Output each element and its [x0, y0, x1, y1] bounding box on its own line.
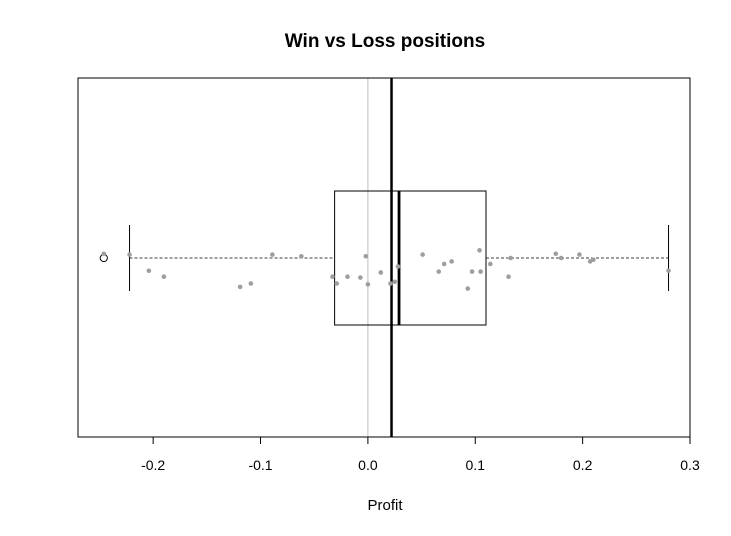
data-point: [395, 264, 401, 269]
data-point: [666, 268, 671, 274]
data-point: [358, 275, 363, 280]
iqr-box: [334, 190, 487, 326]
data-point: [334, 281, 340, 286]
data-point: [465, 286, 471, 291]
x-tick-label: -0.2: [141, 457, 165, 473]
data-point: [553, 251, 559, 257]
data-point: [449, 259, 454, 264]
data-point: [388, 281, 393, 286]
data-point: [392, 279, 398, 285]
plot-frame: [77, 77, 691, 438]
data-point: [478, 269, 483, 274]
data-point: [436, 269, 442, 274]
x-axis: -0.2 -0.1 0.0 0.1 0.2 0.3: [141, 436, 700, 473]
data-point: [591, 257, 596, 263]
data-point: [161, 274, 167, 280]
data-point: [363, 253, 369, 259]
data-point: [365, 282, 371, 287]
data-point: [469, 269, 475, 274]
data-point: [506, 274, 511, 280]
data-point: [441, 261, 447, 267]
data-point: [487, 261, 493, 267]
data-point: [345, 274, 350, 280]
chart-title: Win vs Loss positions: [285, 31, 485, 52]
data-point: [101, 251, 107, 257]
x-tick-label: 0.2: [573, 457, 593, 473]
data-point: [146, 268, 152, 274]
data-point: [378, 270, 384, 275]
data-point: [558, 255, 564, 261]
plot-area: [99, 78, 671, 437]
x-tick-label: -0.1: [248, 457, 272, 473]
data-point: [420, 252, 425, 257]
data-point: [270, 252, 275, 257]
data-point: [577, 252, 582, 257]
data-point: [248, 281, 254, 286]
data-point: [508, 255, 513, 261]
data-point: [299, 253, 304, 259]
x-axis-label: Profit: [367, 497, 403, 514]
data-point: [127, 252, 132, 257]
data-point: [237, 284, 243, 290]
data-point: [477, 248, 482, 253]
x-tick-label: 0.1: [466, 457, 486, 473]
x-tick-label: 0.3: [680, 457, 700, 473]
x-tick-label: 0.0: [358, 457, 378, 473]
data-point: [330, 274, 335, 280]
